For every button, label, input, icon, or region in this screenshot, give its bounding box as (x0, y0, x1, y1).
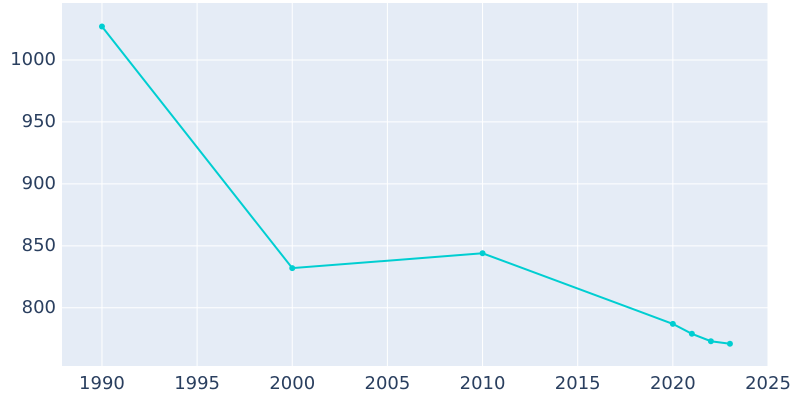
marker (669, 320, 676, 327)
marker (289, 265, 296, 272)
marker (98, 23, 105, 30)
plot-area (62, 3, 768, 366)
x-tick-label: 2000 (269, 373, 315, 394)
marker (688, 330, 695, 337)
y-tick-label: 800 (22, 297, 56, 318)
x-tick-label: 1995 (174, 373, 220, 394)
x-tick-label: 2010 (460, 373, 506, 394)
y-tick-label: 950 (22, 111, 56, 132)
marker (726, 340, 733, 347)
marker (479, 250, 486, 257)
x-tick-label: 2025 (745, 373, 791, 394)
x-tick-label: 1990 (79, 373, 125, 394)
x-tick-label: 2005 (365, 373, 411, 394)
y-tick-label: 850 (22, 235, 56, 256)
y-tick-label: 1000 (10, 49, 56, 70)
x-tick-label: 2020 (650, 373, 696, 394)
y-tick-label: 900 (22, 173, 56, 194)
marker (707, 338, 714, 345)
x-tick-label: 2015 (555, 373, 601, 394)
